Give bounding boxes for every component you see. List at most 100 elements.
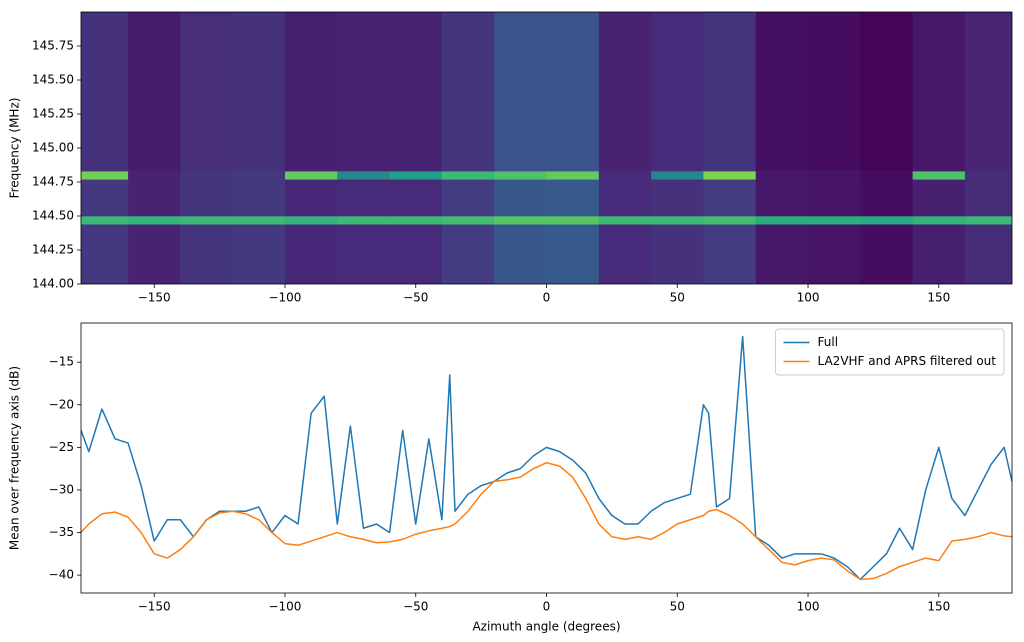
heatmap-cell bbox=[755, 224, 809, 284]
heatmap-cell bbox=[494, 216, 547, 225]
plot-area bbox=[81, 335, 1012, 581]
heatmap-cell bbox=[284, 216, 338, 225]
heatmap-cell bbox=[180, 224, 234, 284]
heatmap-cell bbox=[337, 216, 391, 225]
heatmap-cell bbox=[808, 216, 861, 225]
heatmap-cell bbox=[755, 12, 809, 172]
x-tick-label: 0 bbox=[543, 291, 551, 305]
legend-label: LA2VHF and APRS filtered out bbox=[818, 354, 997, 368]
x-tick-label: 50 bbox=[670, 600, 685, 614]
heatmap-cell bbox=[598, 171, 652, 180]
heatmap-cell bbox=[964, 224, 1012, 284]
heatmap-cell bbox=[912, 216, 966, 225]
x-tick-label: 50 bbox=[670, 291, 685, 305]
heatmap-cell bbox=[389, 179, 443, 217]
heatmap-cell bbox=[546, 216, 600, 225]
heatmap-cell bbox=[441, 179, 495, 217]
heatmap-cell bbox=[389, 171, 443, 180]
heatmap-cell bbox=[860, 224, 914, 284]
heatmap-cell bbox=[912, 12, 966, 172]
y-tick-label: −25 bbox=[49, 440, 74, 454]
heatmap-cell bbox=[860, 12, 914, 172]
heatmap-cell bbox=[284, 12, 338, 172]
heatmap-cell bbox=[284, 171, 338, 180]
heatmap-cell bbox=[337, 12, 391, 172]
y-tick-label: 145.25 bbox=[32, 107, 74, 121]
heatmap-cell bbox=[598, 216, 652, 225]
heatmap-cell bbox=[494, 224, 547, 284]
y-tick-label: 145.50 bbox=[32, 73, 74, 87]
heatmap-cell bbox=[703, 224, 757, 284]
heatmap-cell bbox=[284, 224, 338, 284]
heatmap-cell bbox=[964, 179, 1012, 217]
heatmap-cell bbox=[337, 224, 391, 284]
heatmap-cell bbox=[441, 216, 495, 225]
x-tick-label: −50 bbox=[403, 291, 428, 305]
heatmap-cell bbox=[703, 171, 757, 180]
legend-frame bbox=[775, 328, 1005, 376]
heatmap-cell bbox=[284, 179, 338, 217]
heatmap-cell bbox=[703, 12, 757, 172]
heatmap-cell bbox=[180, 216, 234, 225]
legend-label: Full bbox=[818, 335, 839, 349]
heatmap-cell bbox=[651, 179, 704, 217]
heatmap-cell bbox=[808, 179, 861, 217]
y-tick-label: 144.25 bbox=[32, 243, 74, 257]
y-axis-label: Mean over frequency axis (dB) bbox=[8, 366, 22, 550]
y-tick-label: 145.75 bbox=[32, 39, 74, 53]
heatmap-cell bbox=[128, 216, 181, 225]
heatmap-cell bbox=[337, 171, 391, 180]
heatmap-cell bbox=[232, 171, 286, 180]
heatmap-cell bbox=[860, 171, 914, 180]
heatmap-cell bbox=[81, 179, 129, 217]
heatmap-cell bbox=[128, 224, 181, 284]
heatmap-cell bbox=[598, 179, 652, 217]
heatmap-cell bbox=[494, 179, 547, 217]
heatmap-cell bbox=[494, 171, 547, 180]
heatmap-cell bbox=[808, 171, 861, 180]
heatmap-cell bbox=[128, 179, 181, 217]
heatmap-cell bbox=[180, 12, 234, 172]
heatmap-cell bbox=[232, 216, 286, 225]
heatmap-cell bbox=[964, 216, 1012, 225]
heatmap-cell bbox=[232, 224, 286, 284]
heatmap-cell bbox=[441, 224, 495, 284]
y-tick-label: 144.50 bbox=[32, 209, 74, 223]
heatmap-cell bbox=[808, 12, 861, 172]
heatmap-cell bbox=[755, 216, 809, 225]
y-tick-label: 145.00 bbox=[32, 141, 74, 155]
x-tick-label: 100 bbox=[797, 600, 820, 614]
heatmap-cell bbox=[441, 171, 495, 180]
heatmap-cell bbox=[598, 224, 652, 284]
heatmap-cell bbox=[598, 12, 652, 172]
heatmap-cell bbox=[546, 179, 600, 217]
heatmap-cell bbox=[389, 224, 443, 284]
heatmap-cell bbox=[81, 171, 129, 180]
heatmap-cell bbox=[389, 216, 443, 225]
heatmap-cell bbox=[180, 179, 234, 217]
heatmap-cell bbox=[808, 224, 861, 284]
heatmap-cell bbox=[128, 12, 181, 172]
heatmap-cell bbox=[651, 171, 704, 180]
heatmap-cell bbox=[337, 179, 391, 217]
heatmap-cell bbox=[912, 179, 966, 217]
heatmap-cell bbox=[651, 12, 704, 172]
heatmap-cell bbox=[703, 216, 757, 225]
x-tick-label: 150 bbox=[927, 291, 950, 305]
heatmap-cell bbox=[912, 171, 966, 180]
heatmap-cell bbox=[651, 216, 704, 225]
heatmap-cell bbox=[546, 224, 600, 284]
line-series bbox=[81, 335, 1012, 581]
y-axis-label: Frequency (MHz) bbox=[8, 98, 22, 199]
line-series bbox=[81, 461, 1012, 581]
heatmap-cell bbox=[81, 216, 129, 225]
heatmap-cell bbox=[964, 12, 1012, 172]
y-tick-label: −20 bbox=[49, 397, 74, 411]
heatmap-cell bbox=[441, 12, 495, 172]
y-tick-label: 144.75 bbox=[32, 175, 74, 189]
x-tick-label: 150 bbox=[927, 600, 950, 614]
x-tick-label: −50 bbox=[403, 600, 428, 614]
heatmap-cell bbox=[232, 12, 286, 172]
